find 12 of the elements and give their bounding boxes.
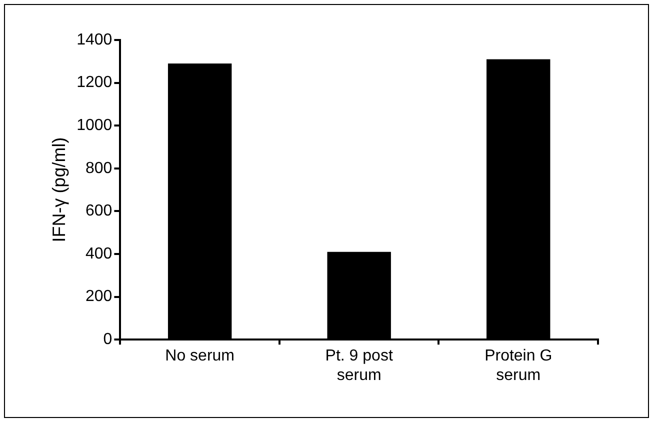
y-tick-label: 600	[85, 202, 112, 220]
y-tick-label: 1000	[76, 117, 112, 134]
y-tick-label: 0	[103, 331, 112, 348]
y-tick-label: 800	[85, 160, 112, 177]
y-tick-label: 200	[85, 288, 112, 306]
y-axis-title: IFN-γ (pg/ml)	[48, 137, 69, 242]
y-tick-label: 1200	[76, 74, 112, 92]
x-tick-label: Pt. 9 post serum	[325, 348, 394, 384]
y-tick-label: 400	[85, 245, 112, 262]
y-tick-label: 1400	[76, 31, 112, 48]
x-tick-label: No serum	[165, 348, 235, 365]
x-tick-label: Protein G serum	[484, 348, 552, 384]
